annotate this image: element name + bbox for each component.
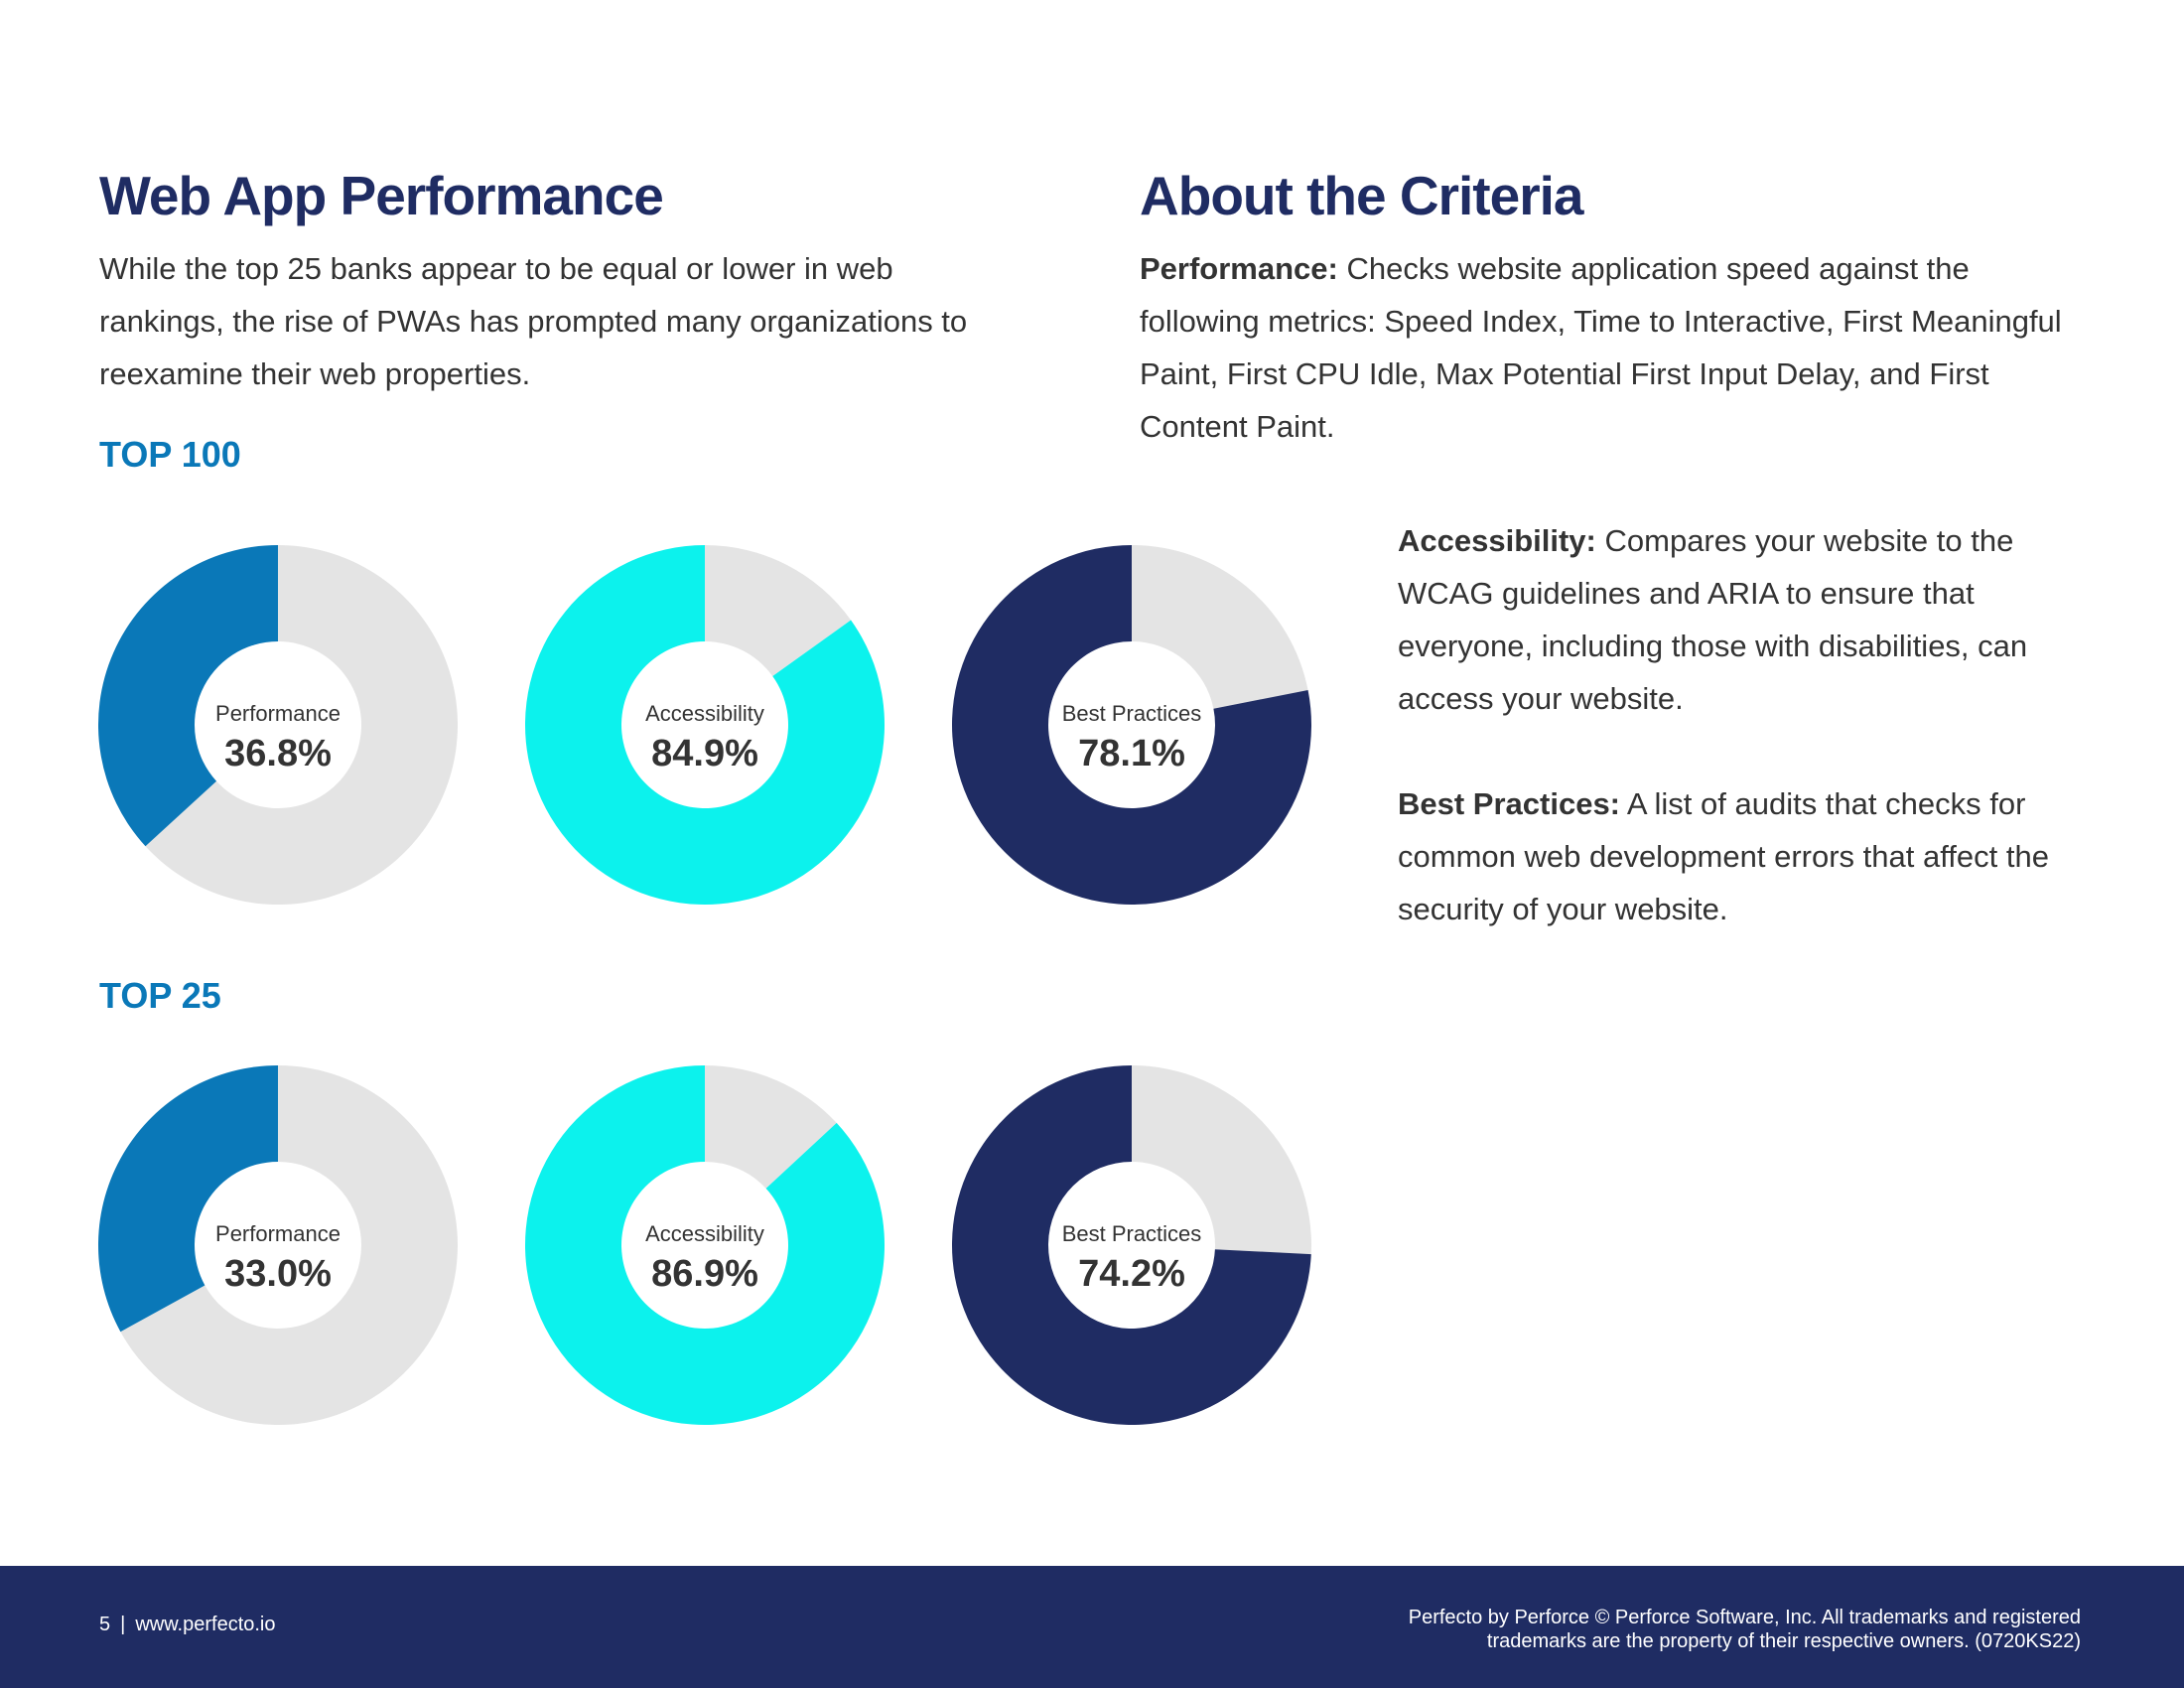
donut-value-slice <box>952 1065 1311 1425</box>
page-title: Web App Performance <box>99 165 664 226</box>
accessibility-description: Compares your website to the WCAG guidel… <box>1398 523 2028 716</box>
intro-paragraph: While the top 25 banks appear to be equa… <box>99 251 968 391</box>
donut-svg <box>98 545 458 905</box>
donut-value: 36.8% <box>224 733 332 774</box>
best-practices-criteria: Best Practices: A list of audits that ch… <box>1398 777 2083 935</box>
donut-value-slice <box>525 545 885 905</box>
donut-remainder-slice <box>1132 545 1308 709</box>
page-number: 5 <box>99 1614 111 1635</box>
donut-top100-performance: Performance 36.8% <box>97 544 459 906</box>
legal-line-2: trademarks are the property of their res… <box>1486 1630 2081 1652</box>
donut-value: 78.1% <box>1078 733 1185 774</box>
section-label-top-100: TOP 100 <box>99 434 241 475</box>
donut-top100-best-practices: Best Practices 78.1% <box>951 544 1312 906</box>
legal-line-1: Perfecto by Perforce © Perforce Software… <box>1408 1607 2081 1628</box>
donut-value: 33.0% <box>224 1253 332 1295</box>
donut-label: Accessibility <box>645 701 764 726</box>
footer-legal: Perfecto by Perforce © Perforce Software… <box>1187 1606 2081 1653</box>
footer: 5 | www.perfecto.io Perfecto by Perforce ©… <box>0 1566 2184 1688</box>
performance-criteria: Performance: Checks website application … <box>1140 242 2073 453</box>
donut-svg <box>952 1065 1311 1425</box>
donut-remainder-slice <box>705 545 852 677</box>
donut-svg <box>525 1065 885 1425</box>
donut-top25-best-practices: Best Practices 74.2% <box>951 1064 1312 1426</box>
donut-value-slice <box>98 1065 279 1333</box>
footer-separator: | <box>120 1614 126 1635</box>
donut-value-slice <box>525 1065 885 1425</box>
best-practices-description: A list of audits that checks for common … <box>1398 786 2049 926</box>
criteria-title: About the Criteria <box>1140 165 1583 226</box>
donut-value: 86.9% <box>651 1253 758 1295</box>
donut-svg <box>98 1065 458 1425</box>
donut-value-slice <box>98 545 278 847</box>
donut-top100-accessibility: Accessibility 84.9% <box>524 544 886 906</box>
donut-remainder-slice <box>1132 1065 1311 1255</box>
section-label-top-25: TOP 25 <box>99 975 221 1016</box>
best-practices-term: Best Practices: <box>1398 786 1621 821</box>
donut-label: Best Practices <box>1061 701 1202 726</box>
donut-svg <box>525 545 885 905</box>
donut-label: Performance <box>215 1221 341 1246</box>
donut-top25-accessibility: Accessibility 86.9% <box>524 1064 886 1426</box>
donut-remainder-slice <box>120 1065 458 1425</box>
donut-label: Accessibility <box>645 1221 764 1246</box>
donut-value-slice <box>952 545 1311 905</box>
donut-top25-performance: Performance 33.0% <box>97 1064 459 1426</box>
footer-url-link[interactable]: www.perfecto.io <box>135 1614 276 1635</box>
donut-label: Performance <box>215 701 341 726</box>
accessibility-term: Accessibility: <box>1398 523 1596 558</box>
performance-term: Performance: <box>1140 251 1338 286</box>
footer-left: 5 | www.perfecto.io <box>99 1615 276 1634</box>
donut-remainder-slice <box>705 1065 837 1189</box>
donut-svg <box>952 545 1311 905</box>
donut-remainder-slice <box>145 545 458 905</box>
donut-value: 84.9% <box>651 733 758 774</box>
performance-description: Checks website application speed against… <box>1140 251 2062 444</box>
donut-value: 74.2% <box>1078 1253 1185 1295</box>
accessibility-criteria: Accessibility: Compares your website to … <box>1398 514 2083 725</box>
donut-label: Best Practices <box>1061 1221 1202 1246</box>
